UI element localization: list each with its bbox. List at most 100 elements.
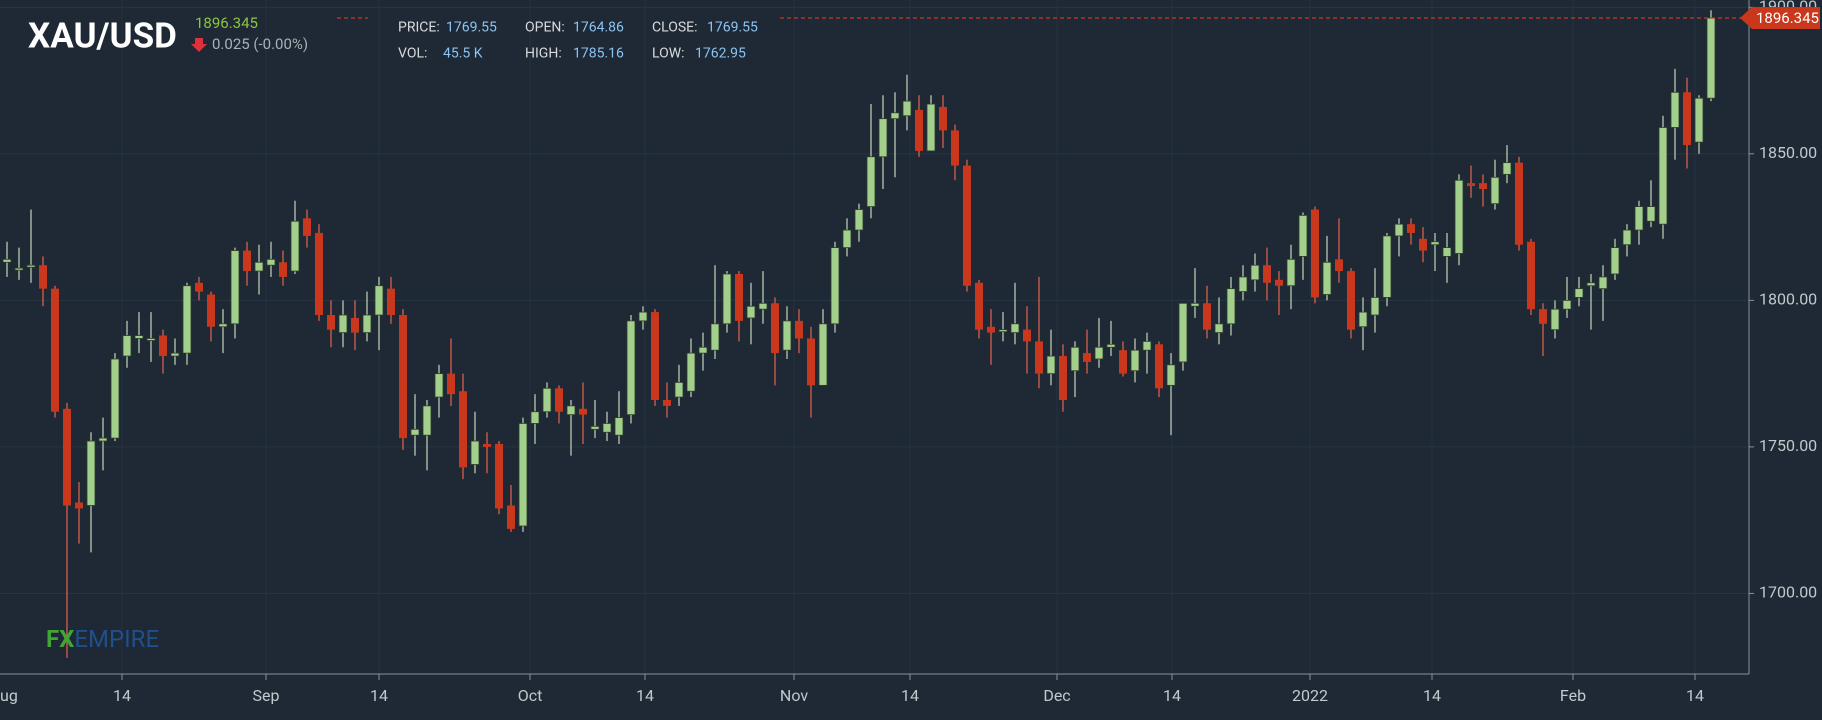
y-tick-label: 1700.00: [1759, 583, 1817, 602]
candle-body: [951, 130, 959, 166]
candle-body: [1059, 356, 1067, 401]
candle-body: [1335, 259, 1343, 272]
candle-body: [1142, 340, 1152, 351]
candle-body: [410, 428, 420, 436]
candle-body: [1454, 179, 1464, 254]
candle-body: [1263, 265, 1271, 283]
candle-body: [327, 315, 335, 330]
candle-body: [110, 358, 120, 439]
watermark-empire: EMPIRE: [74, 625, 159, 653]
candle-body: [698, 346, 708, 354]
candle-body: [758, 302, 768, 310]
candle-body: [674, 382, 684, 398]
info-label: LOW:: [652, 46, 685, 62]
watermark: FXEMPIRE: [46, 625, 159, 653]
candle-body: [1407, 224, 1415, 233]
candle-body: [555, 388, 563, 412]
candle-body: [134, 335, 144, 339]
candle-body: [1490, 176, 1500, 205]
candle-body: [1178, 302, 1188, 363]
candle-body: [1706, 17, 1716, 99]
price-tag: [1740, 7, 1820, 30]
x-tick-label: 14: [1163, 686, 1181, 705]
candle-body: [1130, 349, 1140, 372]
x-tick-label: Oct: [518, 686, 543, 705]
candle-body: [1442, 247, 1452, 257]
down-arrow: [191, 38, 207, 52]
candle-body: [1658, 127, 1668, 225]
candle-body: [890, 112, 900, 120]
candle-body: [279, 262, 287, 277]
candle-body: [987, 326, 995, 333]
candle-body: [1515, 162, 1523, 245]
candle-body: [447, 373, 455, 395]
candle-body: [1382, 235, 1392, 298]
candle-body: [362, 314, 372, 334]
x-tick-label: Nov: [780, 686, 808, 705]
candle-body: [459, 391, 467, 468]
x-tick-label: 14: [1423, 686, 1441, 705]
candle-body: [1275, 279, 1283, 286]
info-value: 1762.95: [695, 46, 746, 62]
candle-body: [1394, 223, 1404, 237]
candle-body: [1155, 344, 1163, 389]
info-value: 1769.55: [446, 20, 497, 36]
info-value: 1785.16: [573, 46, 624, 62]
candle-body: [915, 109, 923, 151]
candle-body: [434, 373, 444, 398]
candle-body: [1286, 258, 1296, 287]
candle-body: [651, 312, 659, 401]
candle-body: [1094, 346, 1104, 360]
x-tick-label: 14: [1686, 686, 1704, 705]
x-tick-label: 14: [901, 686, 919, 705]
candle-body: [807, 338, 815, 386]
info-value: 1764.86: [573, 20, 624, 36]
candle-body: [315, 232, 323, 316]
candle-body: [351, 317, 359, 333]
candle-body: [1203, 303, 1211, 330]
x-tick-label: Feb: [1560, 686, 1586, 705]
candle-body: [1311, 209, 1319, 298]
info-label: VOL:: [398, 46, 427, 62]
info-label: OPEN:: [525, 20, 565, 36]
candle-body: [1479, 183, 1487, 190]
candle-body: [1250, 264, 1260, 281]
candle-body: [507, 505, 515, 529]
candle-body: [2, 258, 12, 263]
candle-body: [939, 106, 947, 131]
candle-body: [1214, 323, 1224, 334]
candle-body: [1119, 350, 1127, 374]
candle-body: [1358, 311, 1368, 328]
candle-body: [579, 408, 587, 415]
x-tick-label: 2022: [1292, 686, 1328, 705]
candle-body: [1467, 183, 1475, 187]
candle-body: [818, 323, 828, 386]
candle-body: [1598, 276, 1608, 290]
candle-body: [1539, 309, 1547, 324]
candle-body: [566, 405, 576, 416]
candle-body: [290, 220, 300, 272]
candle-body: [746, 305, 756, 319]
candle-body: [195, 282, 203, 292]
candle-body: [39, 265, 47, 289]
candle-body: [710, 323, 720, 351]
candle-body: [590, 425, 600, 430]
candle-body: [1166, 364, 1176, 386]
candle-body: [963, 165, 971, 286]
candle-body: [1347, 271, 1355, 330]
candle-body: [1322, 261, 1332, 295]
candle-body: [243, 250, 251, 272]
candle-body: [782, 320, 792, 351]
candle-body: [1035, 341, 1043, 374]
candles: [2, 10, 1716, 658]
candle-body: [1502, 162, 1512, 175]
candle-body: [218, 323, 228, 328]
candle-body: [1683, 92, 1691, 146]
candle-body: [254, 261, 264, 272]
candle-body: [1430, 241, 1440, 246]
candle-body: [602, 423, 612, 433]
candle-body: [387, 288, 395, 316]
candle-body: [614, 417, 624, 436]
